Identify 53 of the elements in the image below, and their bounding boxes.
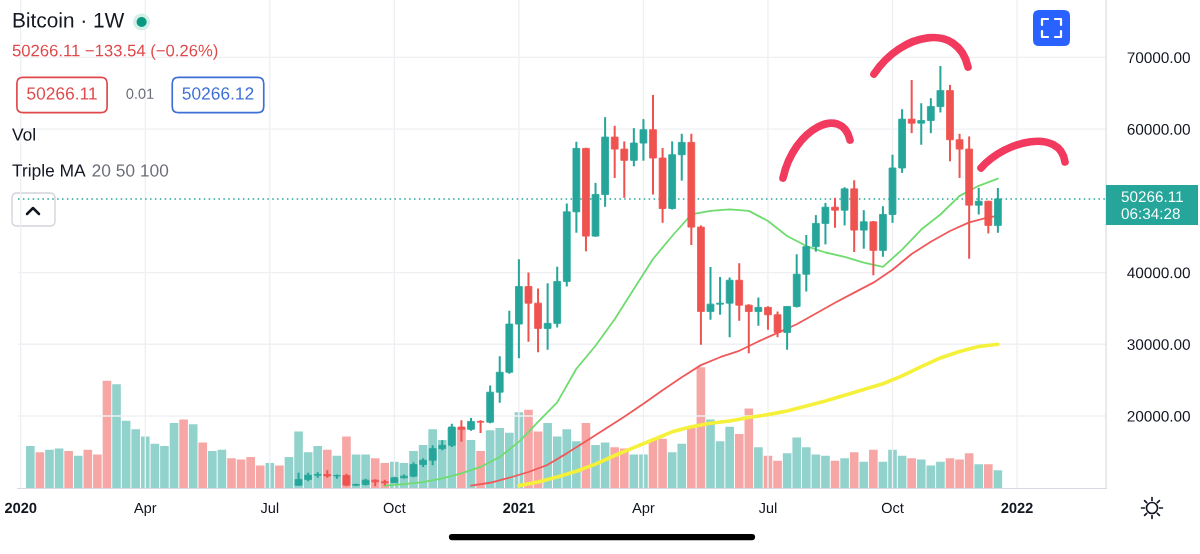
- candlestick: [677, 132, 686, 182]
- candlestick: [744, 303, 753, 355]
- bar: [859, 461, 869, 489]
- ref-line-label: 50266.11: [1121, 191, 1183, 203]
- bar: [983, 464, 993, 489]
- y-tick-label: 60000.00: [1127, 123, 1190, 135]
- annotation: 50266.12: [182, 87, 254, 100]
- x-tick-label: Jul: [758, 502, 777, 514]
- bar: [35, 452, 45, 489]
- candlestick: [754, 296, 763, 327]
- bar: [457, 427, 466, 489]
- bar: [179, 419, 188, 489]
- bar: [869, 449, 878, 489]
- bar: [198, 442, 208, 489]
- x-tick-label: Oct: [881, 502, 904, 514]
- candlestick: [859, 209, 868, 250]
- annotation: 0.01: [126, 88, 154, 99]
- bar: [830, 460, 840, 489]
- line-series: [517, 342, 1000, 488]
- x-tick-label: 2021: [503, 502, 535, 514]
- candlestick: [907, 78, 916, 135]
- y-tick-label: 30000.00: [1127, 339, 1190, 350]
- x-tick-label: Jul: [260, 502, 279, 514]
- bar: [188, 424, 198, 489]
- bar: [849, 452, 859, 489]
- annotation: 50266.11: [27, 87, 97, 100]
- annotation: Vol: [12, 127, 35, 141]
- candlestick: [725, 276, 734, 339]
- text: 50266.11 −133.54 (−0.26%): [12, 44, 218, 60]
- bar: [73, 455, 83, 489]
- x-tick-label: 2022: [1001, 502, 1033, 514]
- bar: [322, 449, 332, 489]
- x-tick-label: Oct: [383, 502, 406, 514]
- candlestick: [831, 196, 839, 229]
- y-tick-label: 40000.00: [1127, 267, 1190, 279]
- y-tick-label: 20000.00: [1127, 410, 1190, 422]
- candlestick: [917, 102, 926, 146]
- bar: [275, 465, 284, 489]
- bar: [993, 470, 1003, 489]
- bar: [840, 458, 849, 489]
- x-tick-label: Apr: [632, 502, 655, 516]
- annotation: Triple MA: [12, 163, 86, 181]
- bar: [754, 447, 763, 489]
- chart-title: Bitcoin · 1W: [13, 12, 125, 28]
- text: 06:34:28: [1121, 208, 1180, 220]
- annotation: 20 50 100: [92, 164, 169, 177]
- bar: [907, 458, 916, 489]
- y-tick-label: 70000.00: [1127, 52, 1190, 64]
- bar: [64, 450, 73, 489]
- bar: [974, 464, 984, 489]
- x-tick-label: Apr: [133, 502, 157, 516]
- bar: [26, 446, 35, 489]
- x-tick-label: 2020: [5, 502, 37, 514]
